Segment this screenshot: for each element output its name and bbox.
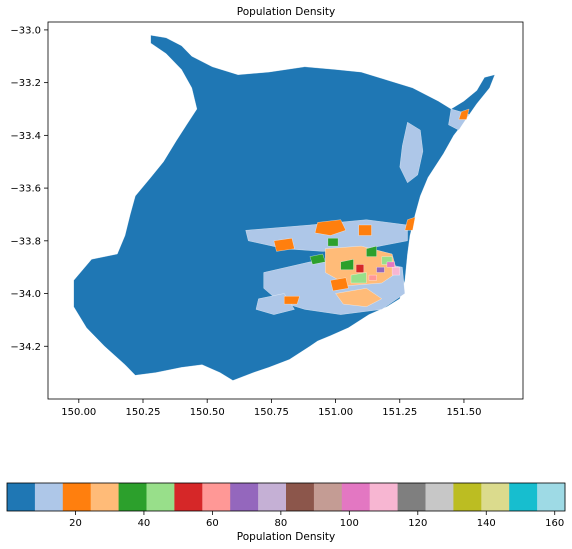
- density-patch-10: [358, 224, 372, 236]
- x-tick-label: 150.75: [254, 407, 289, 418]
- colorbar-tick-label: 80: [274, 518, 287, 529]
- colorbar-swatch: [509, 483, 538, 511]
- density-patch-2: [399, 121, 424, 184]
- colorbar-swatch: [313, 483, 343, 511]
- density-patch-14: [309, 253, 326, 265]
- y-tick-label: −33.4: [10, 131, 41, 142]
- colorbar-tick-label: 20: [69, 518, 82, 529]
- density-patch-18: [350, 272, 367, 284]
- density-patch-9: [330, 277, 349, 292]
- colorbar-swatch: [286, 483, 315, 511]
- density-patch-8: [273, 238, 295, 252]
- colorbar-swatch: [146, 483, 175, 511]
- y-tick-label: −33.2: [10, 78, 41, 89]
- density-patch-17: [327, 238, 339, 247]
- colorbar-swatch: [90, 483, 119, 511]
- density-patch-20: [355, 264, 364, 273]
- colorbar-swatch: [230, 483, 259, 511]
- y-tick-label: −34.0: [10, 289, 41, 300]
- colorbar-tick-label: 140: [477, 518, 496, 529]
- colorbar-swatch: [202, 483, 231, 511]
- x-tick-label: 151.50: [446, 407, 481, 418]
- region-outline: [73, 35, 496, 381]
- y-tick-label: −33.6: [10, 184, 41, 195]
- colorbar-swatch: [425, 483, 454, 511]
- colorbar-label: Population Density: [237, 531, 335, 543]
- density-patch-24: [391, 267, 400, 276]
- colorbar-swatch: [174, 483, 203, 511]
- map-plot-area: 150.00 150.25 150.50 150.75 151.00 151.25 151.…: [10, 21, 524, 418]
- x-tick-label: 151.00: [318, 407, 353, 418]
- density-patch-22: [376, 267, 385, 273]
- colorbar-swatch: [369, 483, 398, 511]
- colorbar-swatch: [397, 483, 426, 511]
- density-patch-13: [284, 296, 300, 305]
- colorbar-swatch: [453, 483, 482, 511]
- density-patch-12: [404, 216, 416, 231]
- x-tick-label: 150.25: [126, 407, 161, 418]
- density-patch-21: [368, 274, 377, 281]
- y-tick-label: −33.0: [10, 25, 41, 36]
- colorbar-tick-label: 60: [206, 518, 219, 529]
- colorbar-swatch: [7, 483, 36, 511]
- density-patch-23: [386, 261, 395, 268]
- x-tick-label: 150.50: [190, 407, 225, 418]
- y-tick-label: −34.2: [10, 342, 41, 353]
- colorbar-swatch: [537, 483, 566, 511]
- colorbar-frame: [6, 482, 566, 512]
- y-tick-label: −33.8: [10, 236, 41, 247]
- colorbar-swatch: [341, 483, 371, 511]
- colorbar-tick-label: 100: [340, 518, 359, 529]
- axes-frame: [47, 21, 524, 400]
- density-patch-7: [314, 219, 347, 236]
- colorbar-tick-label: 160: [545, 518, 564, 529]
- colorbar-swatch: [481, 483, 510, 511]
- density-patch-6: [335, 288, 383, 307]
- map-title: Population Density: [237, 6, 335, 18]
- colorbar-swatch: [258, 483, 287, 511]
- density-patch-15: [340, 259, 354, 270]
- colorbar-swatch: [62, 483, 92, 511]
- colorbar-swatch: [118, 483, 147, 511]
- x-tick-label: 151.25: [382, 407, 417, 418]
- density-patch-11: [458, 108, 470, 120]
- colorbar: 20 40 60 80 100 120 140 160: [6, 482, 566, 529]
- colorbar-swatch: [34, 483, 64, 511]
- density-patch-16: [366, 245, 377, 257]
- colorbar-tick-label: 40: [138, 518, 151, 529]
- x-tick-label: 150.00: [61, 407, 96, 418]
- colorbar-tick-label: 120: [408, 518, 427, 529]
